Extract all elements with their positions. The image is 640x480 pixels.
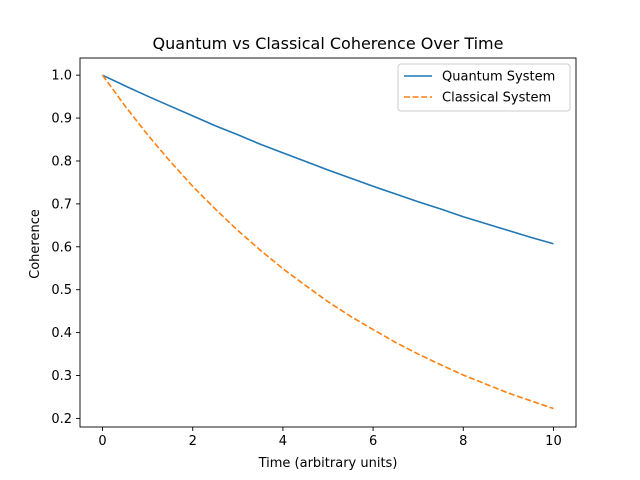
- y-tick-label: 0.4: [51, 326, 72, 341]
- y-tick-label: 1.0: [51, 69, 72, 84]
- plot-area: 0 2 4 6 8 10 0.2 0.3 0.4 0.5 0.6 0.7 0.8 0.9 1.0 Quantu…: [51, 57, 577, 449]
- axes-frame: [79, 57, 577, 428]
- y-tick-label: 0.2: [51, 412, 72, 427]
- legend-label-2: Classical System: [442, 91, 551, 106]
- y-tick-label: 0.7: [51, 197, 72, 212]
- x-axis-label: Time (arbitrary units): [258, 456, 398, 471]
- y-tick-label: 0.8: [51, 154, 72, 169]
- y-axis-label: Coherence: [28, 209, 43, 279]
- legend-box: [397, 63, 571, 112]
- y-tick-label: 0.3: [51, 369, 72, 384]
- x-tick-label: 6: [369, 434, 377, 449]
- series-line-2: [101, 74, 554, 410]
- x-tick-label: 4: [279, 434, 287, 449]
- series-line-1: [102, 74, 554, 245]
- x-tick-label: 10: [545, 434, 562, 449]
- y-tick-label: 0.5: [51, 283, 72, 298]
- y-tick-label: 0.9: [51, 112, 72, 127]
- x-tick-label: 0: [98, 434, 106, 449]
- x-tick-label: 8: [459, 434, 467, 449]
- chart-title: Quantum vs Classical Coherence Over Time: [153, 34, 504, 53]
- y-tick-label: 0.6: [51, 240, 72, 255]
- legend-label-1: Quantum System: [442, 70, 555, 85]
- x-tick-label: 2: [189, 434, 197, 449]
